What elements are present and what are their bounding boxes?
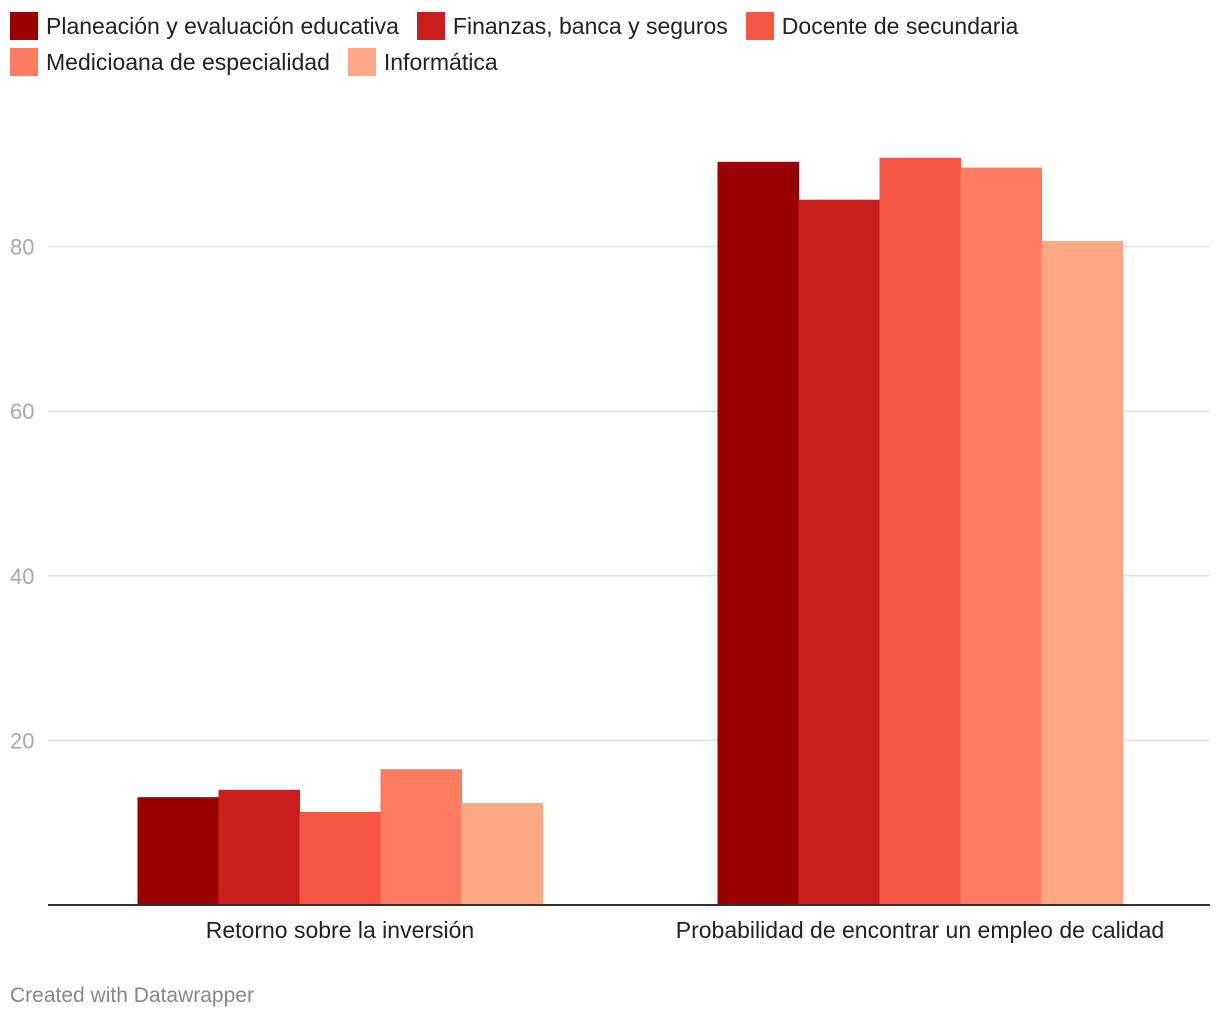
legend-item: Docente de secundaria: [745, 10, 1019, 42]
legend-swatch: [10, 48, 38, 76]
y-tick-label: 80: [10, 235, 34, 260]
bar: [380, 769, 462, 905]
legend-label: Medicioana de especialidad: [46, 48, 330, 75]
legend: Planeación y evaluación educativa Finanza…: [10, 10, 1200, 82]
bar: [879, 157, 961, 905]
bar: [299, 812, 381, 905]
y-tick-label: 20: [10, 728, 34, 753]
legend-swatch: [745, 12, 774, 40]
legend-item: Finanzas, banca y seguros: [416, 10, 728, 42]
legend-label: Planeación y evaluación educativa: [46, 12, 399, 39]
legend-swatch: [416, 12, 445, 40]
x-category-label: Probabilidad de encontrar un empleo de c…: [676, 917, 1164, 943]
bar: [798, 199, 880, 906]
credit-text: Created with Datawrapper: [10, 984, 254, 1007]
legend-label: Informática: [383, 48, 498, 75]
legend-label: Finanzas, banca y seguros: [452, 12, 728, 39]
y-tick-label: 60: [10, 399, 34, 424]
legend-label: Docente de secundaria: [781, 12, 1019, 39]
x-category-label: Retorno sobre la inversión: [206, 917, 474, 943]
legend-swatch: [10, 12, 38, 40]
bar: [218, 789, 300, 905]
legend-item: Medicioana de especialidad: [10, 46, 330, 78]
bar: [1041, 240, 1123, 906]
legend-item: Planeación y evaluación educativa: [10, 10, 399, 42]
y-tick-label: 40: [10, 564, 34, 589]
legend-item: Informática: [347, 46, 498, 78]
bar: [137, 797, 219, 905]
bar: [960, 167, 1042, 906]
legend-swatch: [347, 48, 376, 76]
bar: [461, 802, 543, 905]
bar: [717, 161, 799, 905]
